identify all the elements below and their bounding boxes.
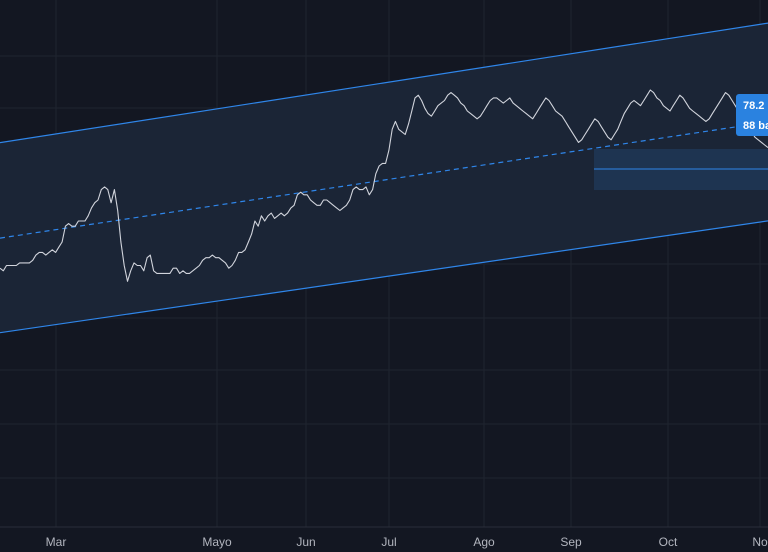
channel-middle-line[interactable]: [0, 121, 768, 239]
price-bubble-price: 78.2: [743, 100, 764, 112]
x-tick-label: Mar: [46, 535, 67, 549]
channel-lower-line[interactable]: [0, 220, 768, 334]
channel-upper-line[interactable]: [0, 22, 768, 144]
price-bubble-bars: 88 ba: [743, 120, 768, 132]
x-tick-label: Oct: [659, 535, 678, 549]
x-tick-label: No: [752, 535, 768, 549]
x-tick-label: Sep: [560, 535, 582, 549]
price-bubble-bg: [736, 94, 768, 136]
time-axis: Mar Mayo Jun Jul Ago Sep Oct No: [46, 535, 768, 549]
x-tick-label: Jul: [381, 535, 396, 549]
price-bubble[interactable]: 78.2 88 ba: [736, 94, 768, 136]
x-tick-label: Mayo: [202, 535, 232, 549]
x-tick-label: Jun: [296, 535, 315, 549]
channel-band: [0, 23, 768, 333]
x-tick-label: Ago: [473, 535, 495, 549]
price-series-line: [0, 89, 768, 282]
